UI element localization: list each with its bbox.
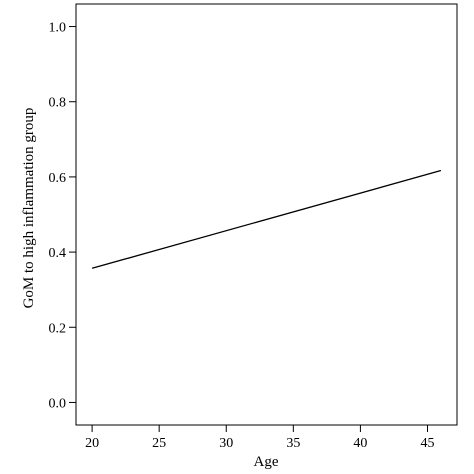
y-tick-label: 0.4	[49, 246, 67, 261]
x-tick-label: 25	[152, 436, 166, 451]
x-tick-label: 40	[353, 436, 367, 451]
y-axis-title: GoM to high inflammation group	[21, 108, 37, 309]
x-axis: 20 25 30 35 40 45	[85, 425, 434, 451]
y-tick-label: 0.6	[49, 171, 67, 186]
x-tick-label: 20	[85, 436, 99, 451]
y-tick-label: 1.0	[49, 21, 67, 36]
y-tick-label: 0.8	[49, 96, 67, 111]
y-axis: 0.0 0.2 0.4 0.6 0.8 1.0	[49, 21, 76, 411]
x-tick-label: 45	[420, 436, 434, 451]
plot-frame	[75, 3, 458, 426]
y-tick-label: 0.2	[49, 321, 67, 336]
y-tick-label: 0.0	[49, 396, 67, 411]
series-group	[91, 169, 442, 269]
x-axis-title: Age	[254, 454, 279, 470]
x-tick-label: 30	[219, 436, 233, 451]
x-tick-label: 35	[286, 436, 300, 451]
series-line	[91, 169, 442, 269]
